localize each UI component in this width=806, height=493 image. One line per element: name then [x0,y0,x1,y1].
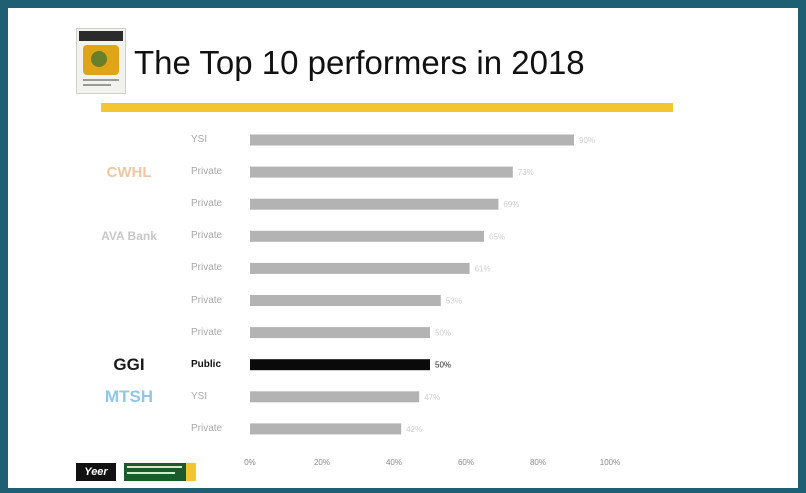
x-tick-label-20: 20% [314,458,330,467]
x-tick-label-60: 60% [458,458,474,467]
bar-value-label-6: 53% [446,297,462,306]
bar-10 [250,423,402,435]
bar-5 [250,262,470,274]
ownership-label-3: Private [191,198,223,210]
ownership-label-7: Private [191,326,223,338]
slide-title: The Top 10 performers in 2018 [134,44,585,81]
ownership-label-4: Private [191,230,223,242]
report-thumbnail [76,28,126,94]
thumbnail-image-detail [91,51,107,67]
partner-logo-text-line [127,472,175,474]
company-logo-9: MTSH [104,386,154,406]
bar-value-label-7: 50% [435,329,451,338]
bar-value-label-9: 47% [424,393,440,402]
bar-value-label-5: 61% [475,264,491,273]
bar-group: 90% 73% 69% 65% 61% 53% 50% 50% 47% 42% [250,134,595,435]
x-tick-label-80: 80% [530,458,546,467]
ownership-label-8: Public [191,358,222,370]
company-logo-2: CWHL [106,163,152,181]
ownership-label-6: Private [191,294,223,306]
company-logo-8: GGI [113,354,145,374]
bar-8 [250,359,430,371]
title-accent-bar [101,103,673,112]
x-axis-ticks: 0% 20% 40% 60% 80% 100% [244,458,620,467]
bar-value-label-4: 65% [489,232,505,241]
partner-logo-text-line [127,466,182,468]
bar-4 [250,230,484,242]
bar-3 [250,198,499,210]
bar-value-label-10: 42% [406,425,422,434]
brand-logo: Yeer [76,463,116,481]
x-tick-label-100: 100% [600,458,620,467]
bar-6 [250,295,441,306]
ownership-label-9: YSI [191,390,208,402]
bar-9 [250,391,420,403]
company-logo-4: AVA Bank [101,229,157,244]
slide [8,8,798,488]
ownership-label-10: Private [191,422,223,434]
ownership-label-1: YSI [191,134,208,145]
thumbnail-text-line [83,79,119,81]
bar-value-label-2: 73% [518,168,534,177]
partner-logo-accent [186,463,196,481]
bar-value-label-8: 50% [435,361,451,370]
bar-1 [250,134,574,146]
bar-value-label-3: 69% [503,200,519,209]
bar-value-label-1: 90% [579,136,595,145]
ownership-label-2: Private [191,166,223,178]
bar-2 [250,166,513,178]
x-tick-label-0: 0% [244,458,256,467]
ownership-label-5: Private [191,262,223,274]
bar-7 [250,327,430,339]
partner-logo [124,463,196,481]
x-tick-label-40: 40% [386,458,402,467]
thumbnail-text-line [83,84,111,86]
thumbnail-header [79,31,123,41]
